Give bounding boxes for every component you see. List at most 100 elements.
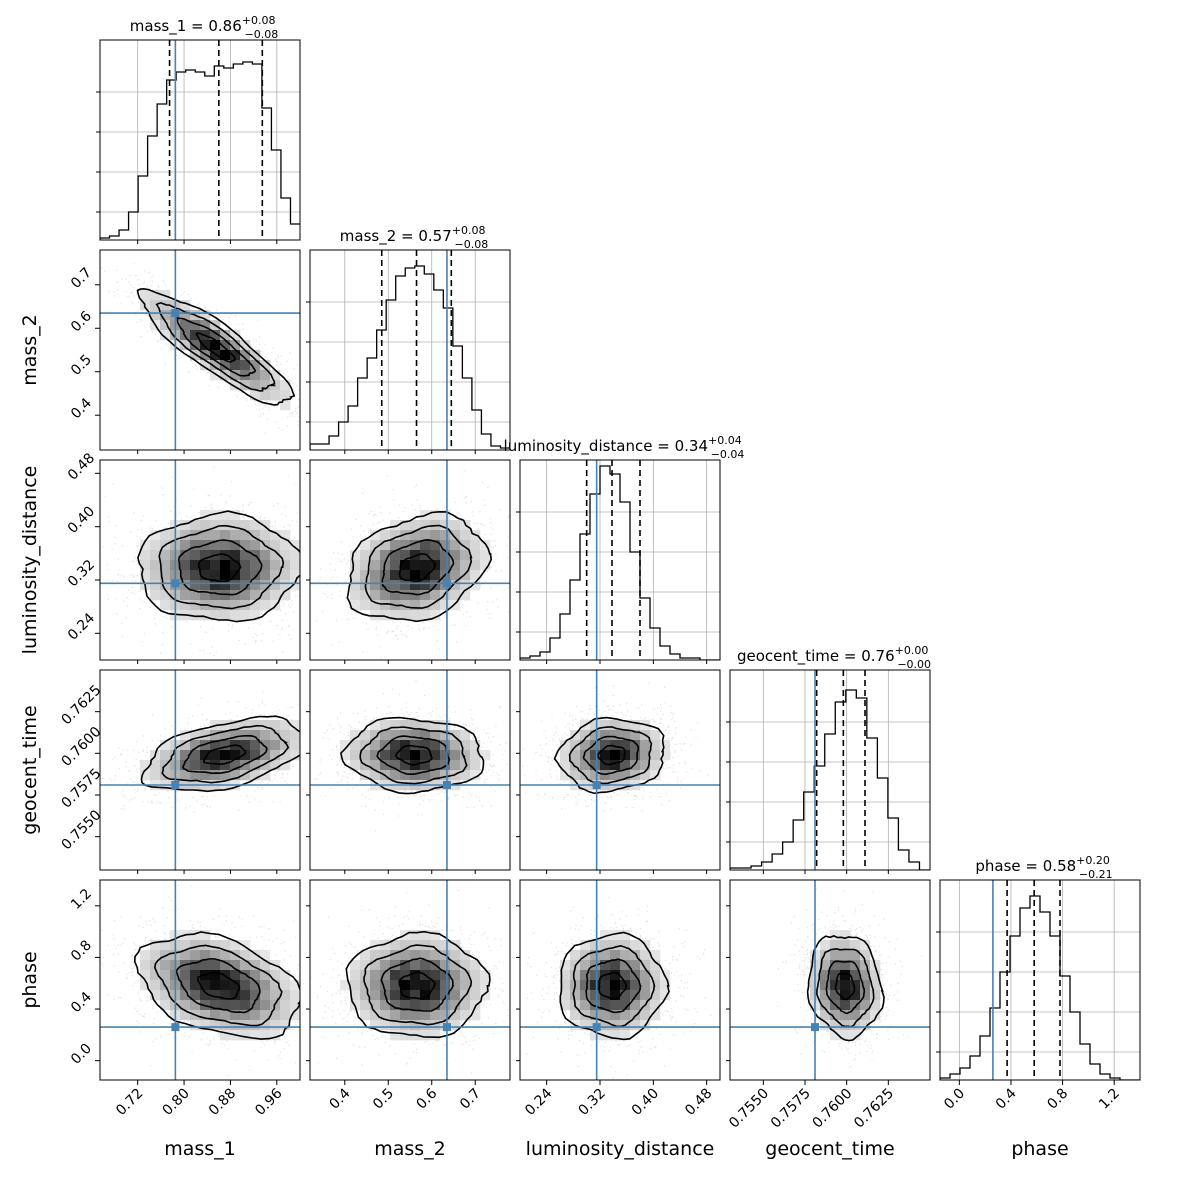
density-bin xyxy=(280,390,291,401)
contour-luminosity_distance-vs-phase-1 xyxy=(585,958,642,1014)
density-bin xyxy=(230,340,241,351)
density-bin xyxy=(250,730,261,741)
density-bin xyxy=(220,590,231,601)
density-bin xyxy=(400,980,411,991)
density-bin xyxy=(830,960,841,971)
density-bin xyxy=(390,950,401,961)
density-bin xyxy=(220,940,231,951)
density-bin xyxy=(160,600,171,611)
xtick-label-luminosity_distance-1: 0.32 xyxy=(575,1086,608,1119)
density-bin xyxy=(390,980,401,991)
scatter-luminosity_distance-vs-geocent_time xyxy=(522,682,709,812)
density-bin xyxy=(570,740,581,751)
density-bin xyxy=(610,950,621,961)
density-bin xyxy=(240,770,251,781)
density-bin xyxy=(240,550,251,561)
density-bin xyxy=(450,590,461,601)
density-bin xyxy=(210,510,221,521)
density-bin xyxy=(160,560,171,571)
density-bin xyxy=(840,970,851,981)
density-bin xyxy=(240,720,251,731)
density-bin xyxy=(340,980,351,991)
density-bin xyxy=(560,740,571,751)
density-bin xyxy=(400,940,411,951)
density-bin xyxy=(420,740,431,751)
density-bin xyxy=(820,1000,831,1011)
density-bin xyxy=(210,770,221,781)
xtick-label-phase-3: 1.2 xyxy=(1096,1086,1123,1113)
density-bin xyxy=(430,990,441,1001)
density-bin xyxy=(200,550,211,561)
density-bin xyxy=(460,550,471,561)
density-bin xyxy=(470,1010,481,1021)
density-bin xyxy=(260,570,271,581)
density-bin xyxy=(600,1020,611,1031)
density-bin xyxy=(160,310,171,321)
density-bin xyxy=(220,770,231,781)
density-bin xyxy=(560,990,571,1001)
density-bin xyxy=(610,1010,621,1021)
density-bin xyxy=(150,580,161,591)
density-bin xyxy=(440,730,451,741)
hist-frame-mass_2 xyxy=(309,249,511,451)
contour-mass_1-vs-mass_2-0 xyxy=(195,331,237,363)
density-bin xyxy=(580,1000,591,1011)
density-bin xyxy=(420,550,431,561)
density-bin xyxy=(430,940,441,951)
density-bin xyxy=(230,330,241,341)
density-bin xyxy=(410,540,421,551)
density-bin xyxy=(400,520,411,531)
density-bin xyxy=(630,1020,641,1031)
density-bin xyxy=(630,720,641,731)
xtick-label-mass_2-1: 0.5 xyxy=(370,1086,397,1113)
density-bin xyxy=(180,770,191,781)
density-bin xyxy=(160,330,171,341)
truth-marker-mass_2-vs-geocent_time xyxy=(442,781,451,789)
density-bin xyxy=(260,360,271,371)
density-bin xyxy=(410,740,421,751)
density-bin xyxy=(190,730,201,741)
density-bin xyxy=(280,740,291,751)
density-bin xyxy=(620,940,631,951)
density-bin xyxy=(820,960,831,971)
density-bin xyxy=(230,380,241,391)
density-bin xyxy=(230,350,241,361)
density-bin xyxy=(410,970,421,981)
density-bin xyxy=(230,540,241,551)
density-bin xyxy=(390,720,401,731)
density-bin xyxy=(410,600,421,611)
density-bin xyxy=(280,1000,291,1011)
density-bin xyxy=(420,760,431,771)
density-bin xyxy=(380,750,391,761)
density-bin xyxy=(210,1000,221,1011)
density-bin xyxy=(610,770,621,781)
density-bin xyxy=(850,1000,861,1011)
density-bin xyxy=(150,980,161,991)
density-bin xyxy=(380,760,391,771)
density-bin xyxy=(240,970,251,981)
frame-luminosity_distance-vs-geocent_time xyxy=(519,669,721,871)
density-bin xyxy=(470,580,481,591)
density-bin xyxy=(400,750,411,761)
density-bin xyxy=(430,550,441,561)
density-bin xyxy=(370,760,381,771)
density-bin xyxy=(420,560,431,571)
marks-layer xyxy=(100,40,1140,1080)
density-bin xyxy=(270,740,281,751)
histogram-mass_1 xyxy=(100,61,300,240)
density-bin xyxy=(150,560,161,571)
density-bin xyxy=(180,530,191,541)
xtick-label-luminosity_distance-0: 0.24 xyxy=(522,1085,555,1118)
contour-geocent_time-vs-phase-1 xyxy=(825,960,866,1015)
density-bin xyxy=(470,740,481,751)
density-bin xyxy=(400,990,411,1001)
density-bin xyxy=(220,960,231,971)
density-bin xyxy=(240,980,251,991)
frame-mass_1-vs-phase xyxy=(99,879,301,1081)
density-bin xyxy=(380,530,391,541)
density-bin xyxy=(360,750,371,761)
frames-layer xyxy=(95,39,1141,1085)
density-bin xyxy=(260,990,271,1001)
density-bin xyxy=(850,990,861,1001)
density-bin xyxy=(580,1020,591,1031)
